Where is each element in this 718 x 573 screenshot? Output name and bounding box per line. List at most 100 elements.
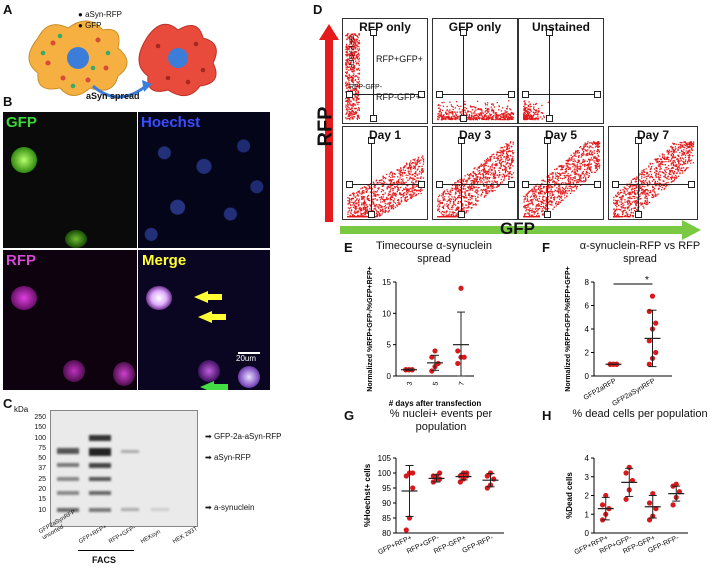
quadrant-gate-horizontal xyxy=(439,184,511,186)
micrograph-gfp: GFP xyxy=(3,112,137,248)
label-merge: Merge xyxy=(142,252,187,269)
y-tick-label: 4 xyxy=(585,325,590,334)
y-tick-label: 85 xyxy=(382,514,391,523)
panel-label-f: F xyxy=(542,240,550,255)
quadrant-ur-label: RFP+GFP+ xyxy=(376,54,424,64)
y-tick-label: 0 xyxy=(387,372,392,381)
chart-f: 0 2 4 6 8 Normalized %RFP+GFP-/%RFP+GFP+ GFP2a… xyxy=(565,266,672,408)
band-label-asyn-text: a-synuclein xyxy=(213,503,255,512)
x-axis-label: # days after transfection xyxy=(389,399,482,408)
rfp-axis-arrow xyxy=(319,24,339,222)
band-label-fusion-text: GFP-2a-aSyn-RFP xyxy=(213,432,282,441)
gate-handle xyxy=(370,29,378,36)
legend-gfp: ● GFP xyxy=(78,21,102,30)
gate-handle xyxy=(418,90,425,98)
facs-label: FACS xyxy=(92,555,117,565)
data-point xyxy=(670,502,676,508)
data-point xyxy=(410,485,416,491)
quadrant-ll-label: RFP-GFP- xyxy=(349,84,383,91)
band-label-fusion: ➡ GFP-2a-aSyn-RFP xyxy=(205,432,282,441)
chart-f-title: α-synuclein-RFP vs RFP spread xyxy=(579,240,701,265)
kda-label: kDa xyxy=(14,405,29,414)
lane-label-heksyn: HEKsyn xyxy=(140,529,162,546)
gate-handle xyxy=(508,90,515,98)
quadrant-gate-vertical xyxy=(549,31,551,117)
quadrant-gate-horizontal xyxy=(349,93,421,95)
facs-plot-day-3: Day 3 xyxy=(432,126,518,220)
legend-rfp-label: aSyn-RFP xyxy=(85,10,122,19)
quadrant-gate-horizontal xyxy=(615,184,691,186)
scale-bar-label: 20um xyxy=(236,354,257,363)
gate-handle xyxy=(346,181,353,189)
gate-handle xyxy=(594,181,601,189)
data-point xyxy=(455,360,461,367)
facs-plot-title: Day 7 xyxy=(636,128,670,142)
y-axis-label: Normalized %RFP+GFP-/%RFP+GFP+ xyxy=(565,266,572,391)
quadrant-gate-vertical xyxy=(463,31,465,117)
data-point xyxy=(599,502,606,508)
gate-handle xyxy=(522,90,529,98)
gate-handle xyxy=(543,211,551,218)
gate-handle xyxy=(508,181,515,189)
facs-plot-unstained: Unstained xyxy=(518,18,604,124)
data-point xyxy=(410,470,416,476)
mw-marker: 75 xyxy=(38,444,46,452)
gate-handle xyxy=(522,181,529,189)
data-point xyxy=(646,338,652,344)
quadrant-gate-horizontal xyxy=(525,93,597,95)
y-axis-label: %Hoechst+ cells xyxy=(363,463,372,527)
y-tick-label: 2 xyxy=(585,492,590,501)
facs-points xyxy=(437,141,515,218)
gate-handle xyxy=(346,90,353,98)
y-tick-label: 3 xyxy=(585,473,590,482)
gate-handle xyxy=(436,181,443,189)
gate-handle xyxy=(688,181,695,189)
lane-label-hek293t: HEK 293T xyxy=(172,526,199,546)
spread-arrow-label: aSyn spread xyxy=(86,91,140,101)
data-point xyxy=(455,348,461,354)
panel-label-g: G xyxy=(344,408,355,423)
data-point xyxy=(458,285,464,291)
mw-marker: 150 xyxy=(34,424,46,432)
gfp-axis-arrow xyxy=(340,220,701,240)
data-point xyxy=(403,527,409,533)
y-tick-label: 2 xyxy=(585,349,590,358)
y-tick-label: 100 xyxy=(378,469,392,478)
gate-handle xyxy=(543,137,551,144)
quadrant-gate-horizontal xyxy=(349,184,421,186)
band-label-asyn-rfp: ➡ aSyn-RFP xyxy=(205,453,251,462)
y-tick-label: 10 xyxy=(382,309,391,318)
gate-handle xyxy=(594,90,601,98)
gfp-axis-label: GFP xyxy=(500,219,535,238)
quadrant-lr-label: RFP-GFP+ xyxy=(376,92,421,102)
mw-marker: 50 xyxy=(38,455,46,463)
band-label-asyn-rfp-text: aSyn-RFP xyxy=(213,453,251,462)
gate-handle xyxy=(460,115,468,122)
y-tick-label: 1 xyxy=(585,510,590,519)
western-blot xyxy=(50,410,198,527)
data-point xyxy=(653,320,659,326)
y-axis-label: %Dead cells xyxy=(565,472,574,519)
x-tick-label: 7 xyxy=(458,381,466,386)
mw-marker: 25 xyxy=(38,475,46,483)
gate-handle xyxy=(612,181,619,189)
panel-label-d: D xyxy=(313,2,323,17)
y-tick-label: 105 xyxy=(378,454,392,463)
label-hoechst: Hoechst xyxy=(141,114,201,131)
gate-handle xyxy=(457,137,465,144)
y-tick-label: 4 xyxy=(585,454,590,463)
mw-marker: 250 xyxy=(34,414,46,421)
y-tick-label: 0 xyxy=(585,529,590,538)
facs-plot-day-7: Day 7 xyxy=(608,126,698,220)
quadrant-gate-vertical xyxy=(460,139,462,213)
chart-g-title: % nuclei+ events per population xyxy=(389,408,493,433)
gate-handle xyxy=(460,29,468,36)
x-tick-label: GFP2aSynRFP xyxy=(611,378,657,408)
facs-points xyxy=(347,155,425,218)
data-point xyxy=(603,492,609,499)
micrograph-rfp: RFP xyxy=(3,250,137,390)
panel-label-e: E xyxy=(344,240,353,255)
mw-marker: 20 xyxy=(38,486,46,494)
gate-handle xyxy=(457,211,465,218)
